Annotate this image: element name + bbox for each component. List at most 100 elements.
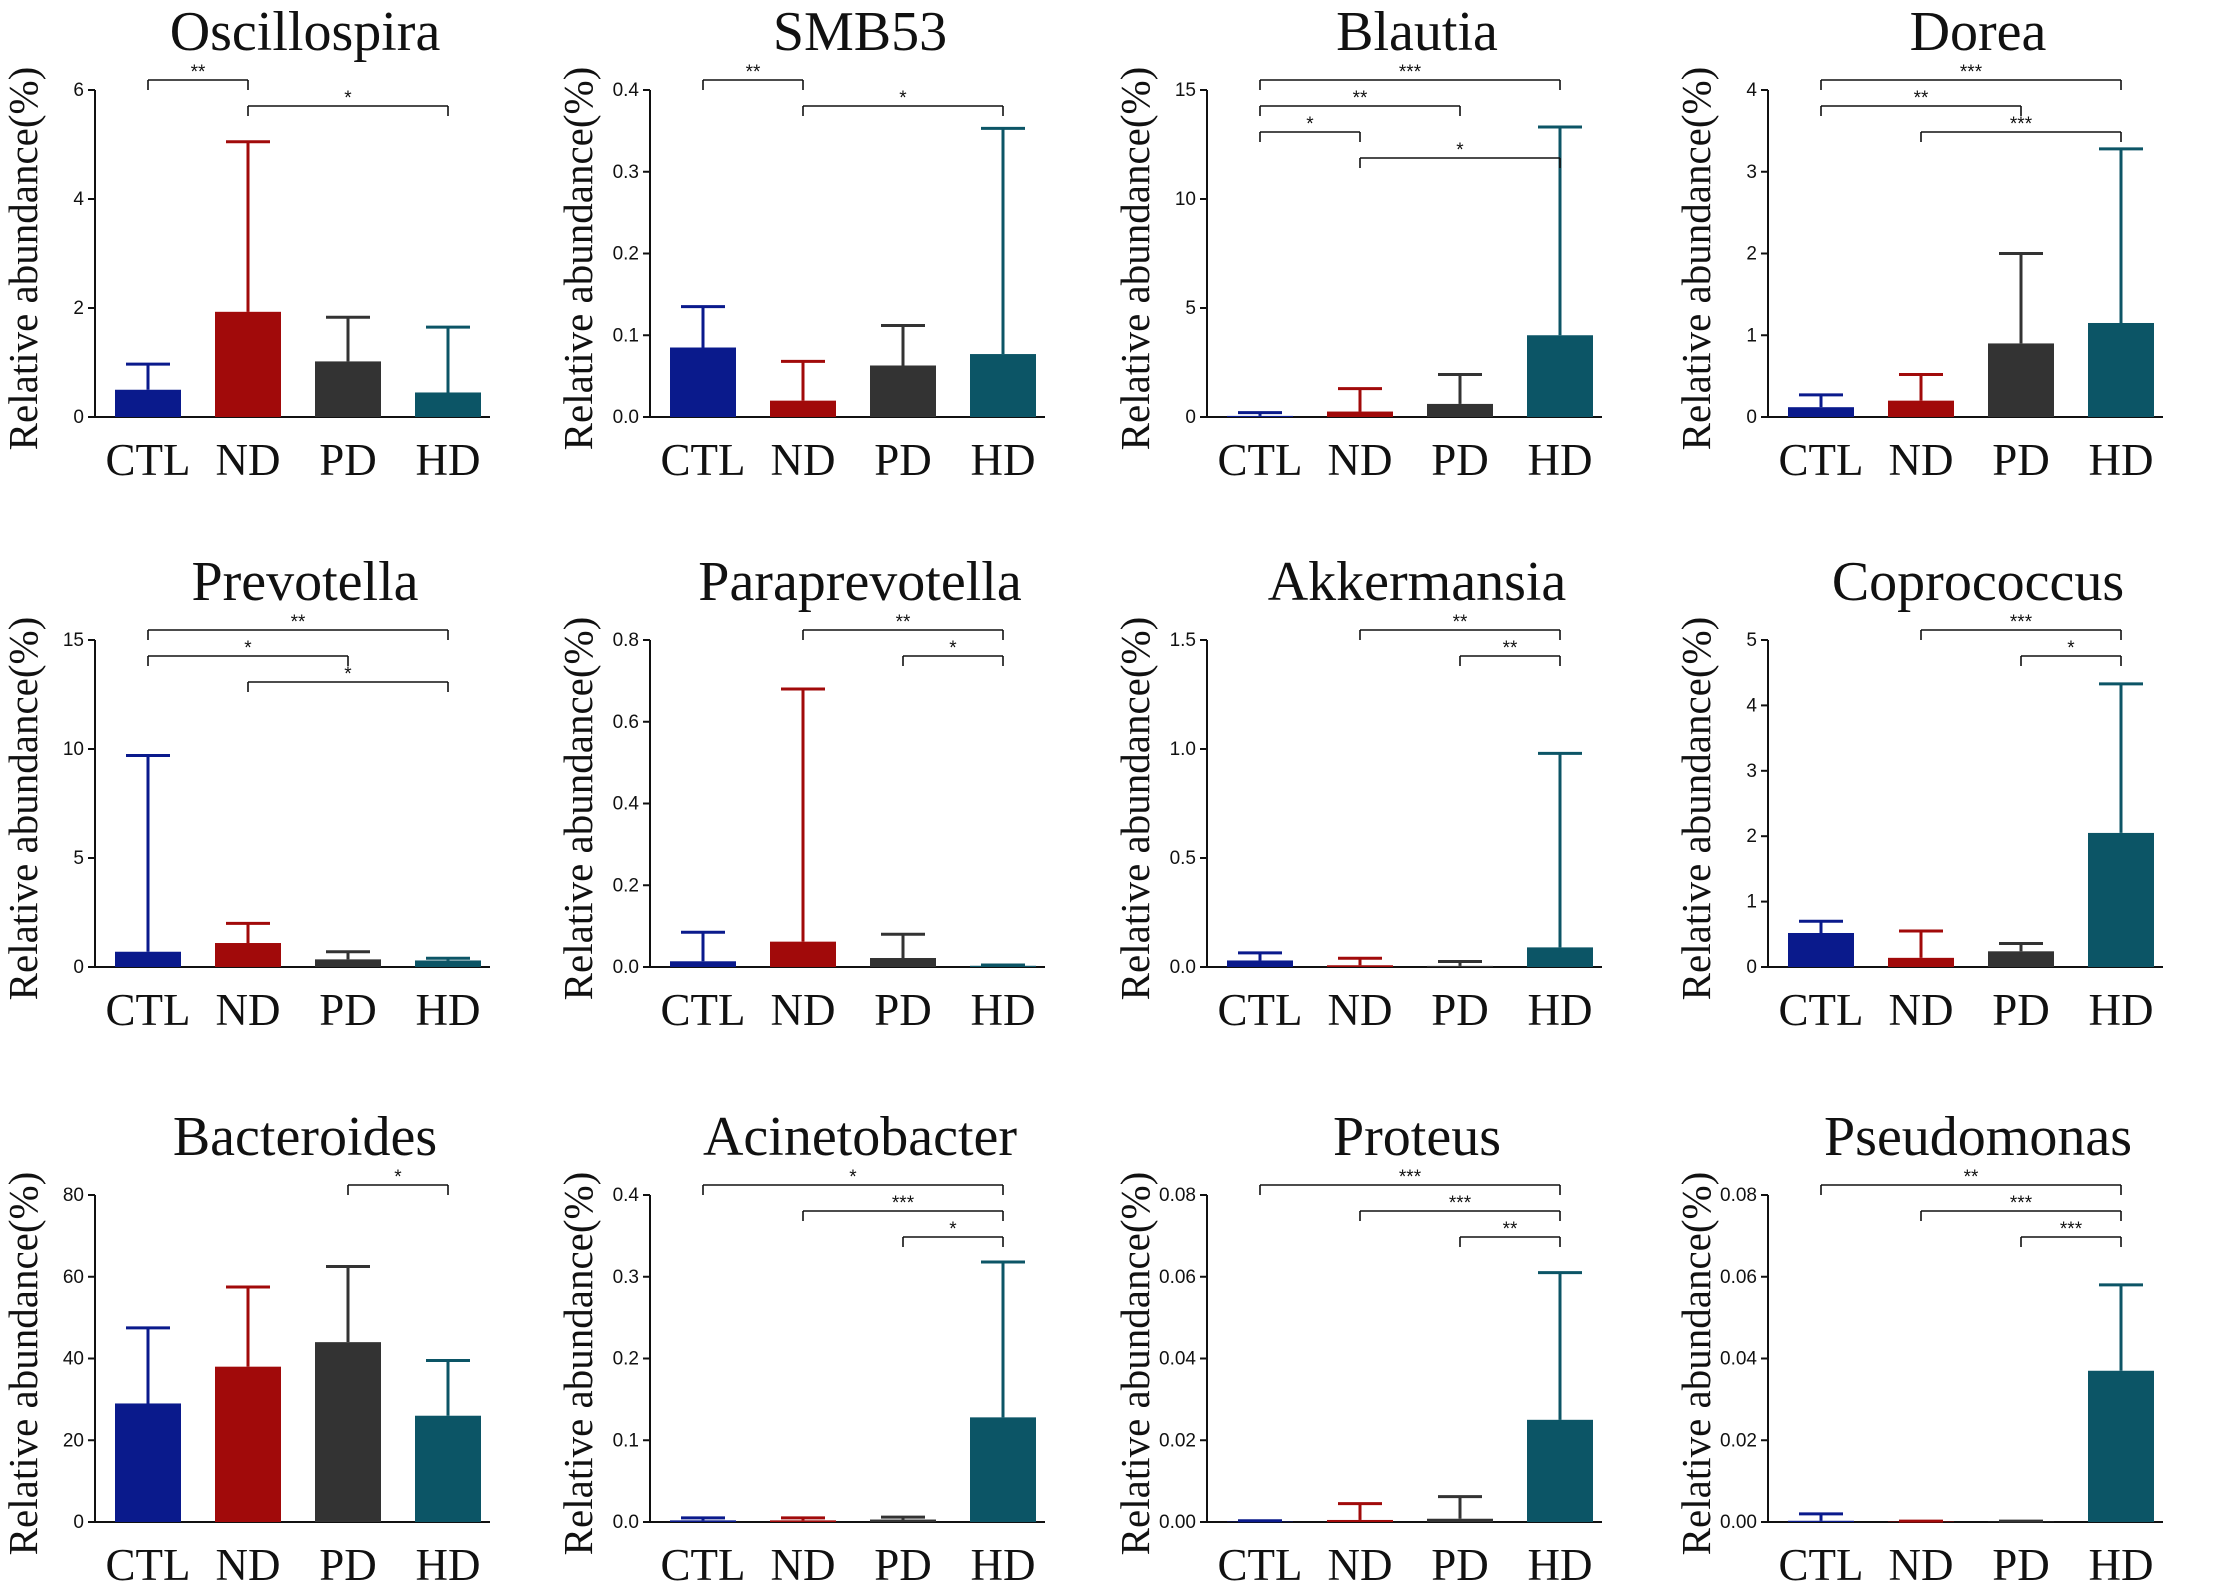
y-tick-label: 4 bbox=[1746, 695, 1757, 716]
bar-ctl bbox=[115, 951, 181, 967]
chart-title: Bacteroides bbox=[173, 1106, 437, 1168]
y-tick-label: 60 bbox=[63, 1267, 84, 1288]
significance-label: *** bbox=[1449, 1193, 1472, 1214]
chart-title: Prevotella bbox=[191, 551, 418, 613]
y-tick-label: 0 bbox=[73, 957, 84, 978]
chart-panel-coprococcus: Coprococcus Relative abundance(%) 0 1 2 3 4 5 CT… bbox=[1673, 551, 2163, 1035]
x-tick-label-ctl: CTL bbox=[1218, 1540, 1303, 1585]
bar-ctl bbox=[670, 1520, 736, 1522]
significance-label: * bbox=[2067, 638, 2075, 659]
chart-panel-bacteroides: Bacteroides Relative abundance(%) 0 20 40 60 8… bbox=[0, 1106, 490, 1585]
chart-title: Akkermansia bbox=[1268, 551, 1567, 613]
chart-title: SMB53 bbox=[773, 1, 947, 63]
y-tick-label: 0.5 bbox=[1170, 848, 1196, 869]
x-tick-label-hd: HD bbox=[416, 1540, 481, 1585]
bar-hd bbox=[2088, 1370, 2154, 1522]
y-tick-label: 0.00 bbox=[1159, 1512, 1196, 1533]
y-tick-label: 40 bbox=[63, 1349, 84, 1370]
y-tick-label: 0 bbox=[73, 1512, 84, 1533]
x-tick-label-nd: ND bbox=[771, 1540, 836, 1585]
y-tick-label: 0.3 bbox=[613, 162, 639, 183]
y-tick-label: 5 bbox=[1185, 298, 1196, 319]
y-tick-label: 0.2 bbox=[613, 875, 639, 896]
x-tick-label-pd: PD bbox=[319, 1540, 377, 1585]
x-tick-label-nd: ND bbox=[771, 985, 836, 1035]
bar-nd bbox=[1888, 400, 1954, 417]
x-tick-label-ctl: CTL bbox=[1779, 1540, 1864, 1585]
bar-ctl bbox=[1788, 1520, 1854, 1522]
y-tick-label: 2 bbox=[1746, 826, 1757, 847]
y-tick-label: 0.04 bbox=[1159, 1349, 1196, 1370]
x-tick-label-hd: HD bbox=[1528, 985, 1593, 1035]
bar-nd bbox=[1327, 1519, 1393, 1522]
x-tick-label-hd: HD bbox=[1528, 1540, 1593, 1585]
bar-hd bbox=[1527, 1419, 1593, 1522]
y-tick-label: 0.06 bbox=[1720, 1267, 1757, 1288]
y-tick-label: 10 bbox=[63, 739, 84, 760]
y-tick-label: 0 bbox=[1185, 407, 1196, 428]
y-axis-label: Relative abundance(%) bbox=[0, 67, 46, 451]
x-tick-label-nd: ND bbox=[1328, 985, 1393, 1035]
bar-ctl bbox=[115, 1403, 181, 1522]
x-tick-label-nd: ND bbox=[216, 435, 281, 485]
y-tick-label: 0 bbox=[1746, 957, 1757, 978]
chart-title: Coprococcus bbox=[1832, 551, 2124, 613]
x-tick-label-nd: ND bbox=[216, 985, 281, 1035]
x-tick-label-pd: PD bbox=[1431, 435, 1489, 485]
y-tick-label: 0.0 bbox=[613, 407, 639, 428]
y-axis-label: Relative abundance(%) bbox=[0, 1172, 46, 1556]
y-tick-label: 0.02 bbox=[1159, 1430, 1196, 1451]
bar-nd bbox=[770, 1520, 836, 1522]
y-tick-label: 10 bbox=[1175, 189, 1196, 210]
bar-hd bbox=[970, 354, 1036, 417]
bar-pd bbox=[1427, 1518, 1493, 1522]
x-tick-label-pd: PD bbox=[874, 435, 932, 485]
bar-pd bbox=[1427, 965, 1493, 967]
significance-label: ** bbox=[1503, 638, 1518, 659]
significance-label: ** bbox=[1964, 1167, 1979, 1188]
y-tick-label: 0.8 bbox=[613, 630, 639, 651]
chart-title: Pseudomonas bbox=[1824, 1106, 2132, 1168]
significance-label: ** bbox=[291, 612, 306, 633]
bar-pd bbox=[315, 361, 381, 417]
x-tick-label-nd: ND bbox=[1889, 1540, 1954, 1585]
y-tick-label: 0.2 bbox=[613, 1349, 639, 1370]
chart-panel-proteus: Proteus Relative abundance(%) 0.00 0.02 0.04… bbox=[1112, 1106, 1602, 1585]
y-tick-label: 0.1 bbox=[613, 1430, 639, 1451]
x-tick-label-pd: PD bbox=[1992, 435, 2050, 485]
x-tick-label-pd: PD bbox=[1431, 1540, 1489, 1585]
significance-label: * bbox=[949, 1219, 957, 1240]
x-tick-label-hd: HD bbox=[2089, 435, 2154, 485]
y-tick-label: 0 bbox=[73, 407, 84, 428]
x-tick-label-hd: HD bbox=[971, 1540, 1036, 1585]
x-tick-label-ctl: CTL bbox=[1218, 985, 1303, 1035]
chart-panel-akkermansia: Akkermansia Relative abundance(%) 0.0 0.5 1.… bbox=[1112, 551, 1602, 1035]
bar-pd bbox=[870, 365, 936, 417]
y-tick-label: 0.2 bbox=[613, 244, 639, 265]
significance-label: * bbox=[849, 1167, 857, 1188]
bar-ctl bbox=[1227, 415, 1293, 417]
significance-label: * bbox=[949, 638, 957, 659]
significance-label: * bbox=[344, 664, 352, 685]
bar-nd bbox=[1327, 411, 1393, 417]
y-tick-label: 0.3 bbox=[613, 1267, 639, 1288]
significance-label: * bbox=[244, 638, 252, 659]
bar-hd bbox=[1527, 335, 1593, 417]
y-tick-label: 0.4 bbox=[613, 80, 640, 101]
x-tick-label-hd: HD bbox=[2089, 985, 2154, 1035]
y-tick-label: 0 bbox=[1746, 407, 1757, 428]
significance-label: *** bbox=[892, 1193, 915, 1214]
y-tick-label: 0.0 bbox=[1170, 957, 1196, 978]
chart-title: Proteus bbox=[1333, 1106, 1501, 1168]
chart-title: Paraprevotella bbox=[698, 551, 1022, 613]
bar-hd bbox=[415, 392, 481, 417]
bar-nd bbox=[1888, 957, 1954, 967]
y-tick-label: 2 bbox=[73, 298, 84, 319]
y-tick-label: 0.4 bbox=[613, 794, 640, 815]
x-tick-label-hd: HD bbox=[971, 985, 1036, 1035]
x-tick-label-pd: PD bbox=[319, 435, 377, 485]
x-tick-label-nd: ND bbox=[1889, 985, 1954, 1035]
y-tick-label: 4 bbox=[73, 189, 84, 210]
y-tick-label: 0.00 bbox=[1720, 1512, 1757, 1533]
